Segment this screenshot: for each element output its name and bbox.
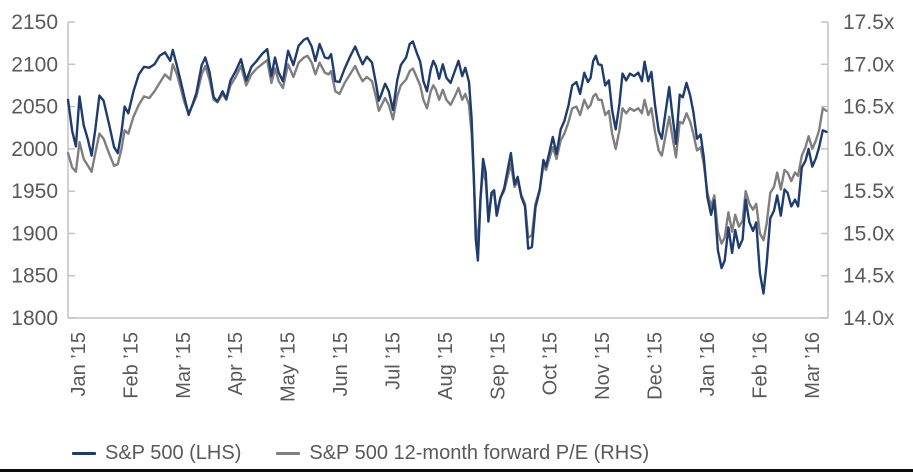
x-axis-month-label: Feb ’15 [120, 332, 142, 399]
left-axis-tick-label: 1850 [11, 265, 58, 288]
legend-item-forward-pe: S&P 500 12-month forward P/E (RHS) [276, 442, 649, 465]
right-axis-tick-label: 17.0x [843, 53, 895, 76]
left-axis-tick-label: 2100 [11, 53, 58, 76]
legend-item-sp500: S&P 500 (LHS) [72, 442, 241, 465]
x-axis-month-label: Jan ’15 [68, 332, 90, 397]
bottom-divider [0, 469, 913, 472]
x-axis-month-label: Feb ’16 [749, 332, 771, 399]
forward-pe-line-swatch-icon [276, 452, 301, 455]
sp500-line [66, 36, 828, 295]
dual-axis-line-chart: 2150 2100 2050 2000 1950 1900 1850 1800 17.5x 17.… [11, 11, 895, 402]
sp500-legend-label: S&P 500 (LHS) [105, 442, 242, 464]
right-axis-tick-label: 16.5x [843, 96, 895, 119]
x-axis-month-label: Apr ’15 [225, 332, 247, 395]
forward-pe-legend-label: S&P 500 12-month forward P/E (RHS) [309, 442, 650, 464]
left-axis-tick-label: 2000 [11, 138, 58, 161]
right-axis-tick-label: 14.5x [843, 265, 895, 288]
right-axis-tick-label: 15.0x [843, 222, 895, 245]
left-axis-tick-label: 1950 [11, 180, 58, 203]
x-axis-month-label: Oct ’15 [540, 332, 562, 395]
right-axis-tick-label: 17.5x [843, 11, 895, 34]
sp500-line-swatch-icon [72, 452, 96, 455]
left-axis-tick-label: 2150 [11, 11, 58, 34]
x-axis-month-label: Jan ’16 [697, 332, 719, 397]
x-axis-month-label: Aug ’15 [435, 332, 457, 400]
right-axis-tick-label: 16.0x [843, 138, 895, 161]
x-axis-month-label: Sep ’15 [487, 332, 509, 400]
x-axis-month-label: Jul ’15 [382, 332, 404, 390]
right-axis-tick-label: 14.0x [843, 307, 895, 330]
left-axis-tick-label: 1800 [11, 307, 58, 330]
left-axis-tick-label: 2050 [11, 96, 58, 119]
x-axis-month-label: Mar ’15 [173, 332, 195, 399]
x-axis-month-label: Nov ’15 [592, 332, 614, 400]
x-axis-month-label: Dec ’15 [645, 332, 667, 400]
x-axis-month-label: May ’15 [278, 332, 300, 402]
x-axis-month-label: Mar ’16 [802, 332, 824, 399]
chart-legend: S&P 500 (LHS) S&P 500 12-month forward P… [72, 442, 649, 465]
right-axis-tick-label: 15.5x [843, 180, 895, 203]
left-axis-tick-label: 1900 [11, 222, 58, 245]
x-axis-month-label: Jun ’15 [330, 332, 352, 397]
